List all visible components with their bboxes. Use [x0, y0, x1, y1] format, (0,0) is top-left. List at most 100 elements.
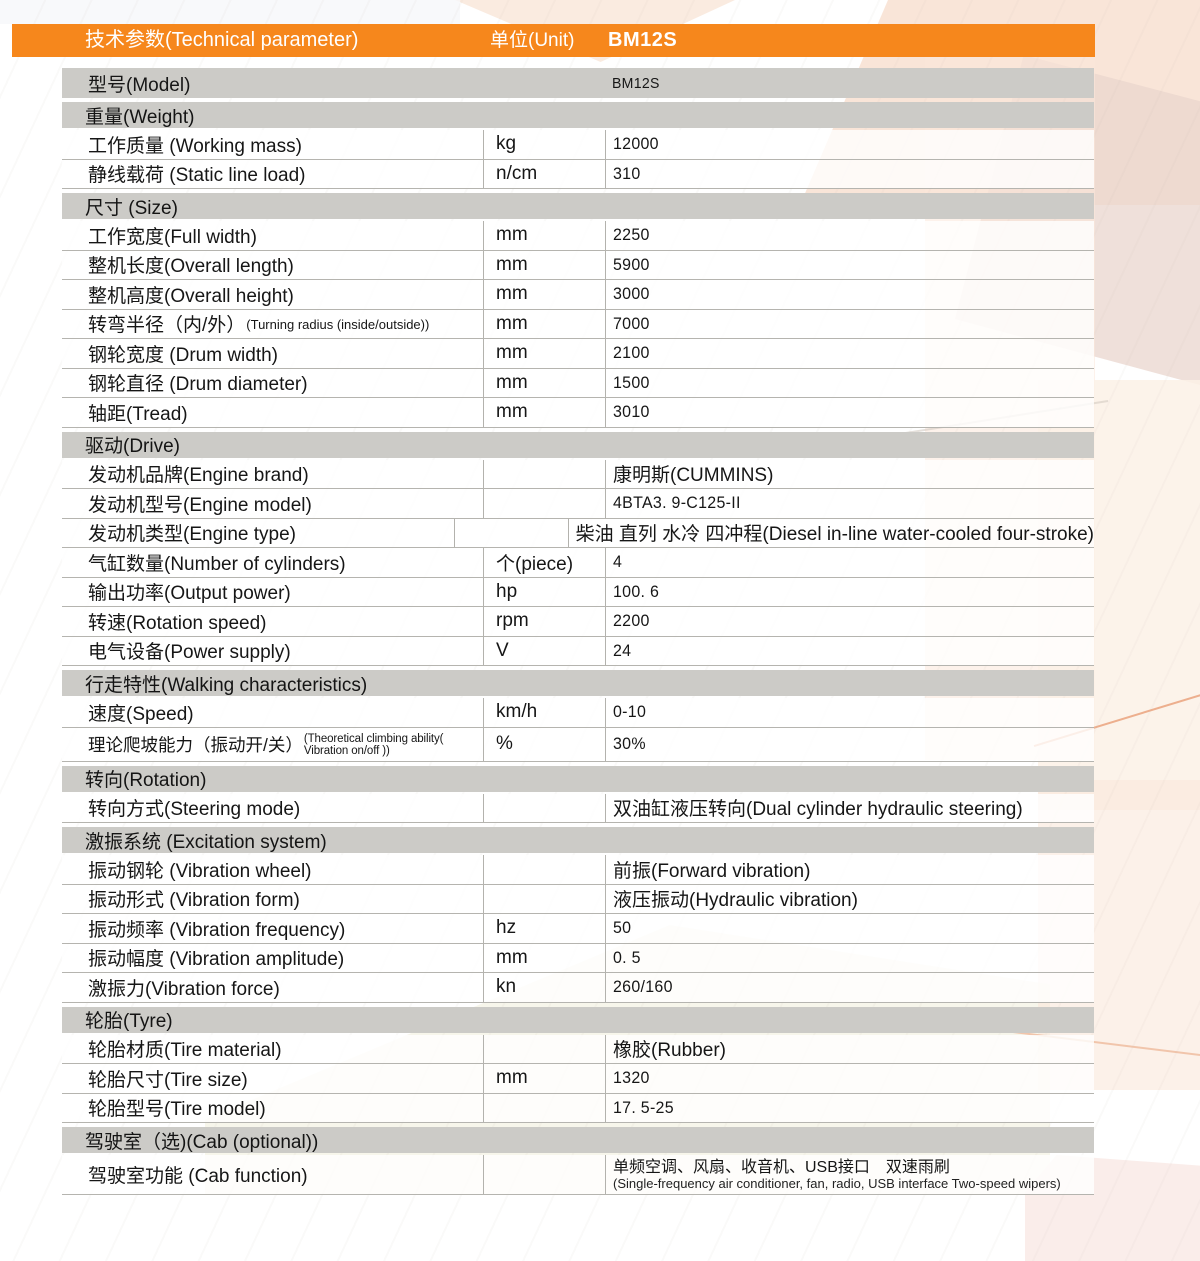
spec-value: 2100 — [613, 343, 650, 363]
spec-row: 钢轮直径 (Drum diameter) mm 1500 — [62, 368, 1094, 398]
spec-value-cell: 3010 — [605, 398, 1094, 427]
spec-row: 振动形式 (Vibration form) 液压振动(Hydraulic vibr… — [62, 884, 1094, 914]
spec-row: 输出功率(Output power) hp 100. 6 — [62, 577, 1094, 607]
spec-parameter-label: 振动形式 (Vibration form) — [88, 890, 300, 912]
spec-parameter-cell: 整机高度(Overall height) — [62, 280, 483, 309]
spec-parameter-label: 整机高度(Overall height) — [88, 285, 294, 307]
spec-value-cell: 双油缸液压转向(Dual cylinder hydraulic steering… — [605, 793, 1094, 822]
spec-row: 工作宽度(Full width) mm 2250 — [62, 221, 1094, 251]
spec-unit-cell: mm — [483, 1064, 605, 1093]
spec-value: 260/160 — [613, 977, 673, 997]
spec-parameter-label: 静线载荷 (Static line load) — [88, 165, 306, 187]
spec-value-cell: 液压振动(Hydraulic vibration) — [605, 884, 1094, 913]
spec-parameter-label: 气缸数量(Number of cylinders) — [88, 553, 346, 575]
spec-row: 发动机型号(Engine model) 4BTA3. 9-C125-II — [62, 489, 1094, 519]
spec-value: 3000 — [613, 284, 650, 304]
spec-unit-cell: 个(piece) — [483, 548, 605, 577]
spec-value: 3010 — [613, 402, 650, 422]
spec-value: 12000 — [613, 134, 659, 154]
spec-parameter-cell: 气缸数量(Number of cylinders) — [62, 548, 483, 577]
spec-unit-cell — [483, 489, 605, 518]
spec-unit-cell — [453, 518, 568, 547]
spec-section: 驾驶室（选)(Cab (optional)) 驾驶室功能 (Cab functio… — [62, 1127, 1094, 1195]
spec-value: 100. 6 — [613, 581, 660, 601]
spec-section: 激振系统 (Excitation system) 振动钢轮 (Vibration … — [62, 827, 1094, 1003]
spec-section: 驱动(Drive) 发动机品牌(Engine brand) 康明斯(CUMMINS)… — [62, 431, 1094, 666]
spec-parameter-cell: 发动机类型(Engine type) — [62, 519, 454, 548]
spec-parameter-label: 发动机类型(Engine type) — [88, 524, 297, 546]
spec-row: 电气设备(Power supply) V 24 — [62, 636, 1094, 666]
spec-parameter-cell: 振动幅度 (Vibration amplitude) — [62, 944, 483, 973]
spec-value-cell: 康明斯(CUMMINS) — [605, 459, 1094, 488]
spec-parameter-cell: 速度(Speed) — [62, 698, 483, 727]
spec-row: 整机长度(Overall length) mm 5900 — [62, 250, 1094, 280]
spec-value-cell: 柴油 直列 水冷 四冲程(Diesel in-line water-cooled… — [567, 518, 1094, 547]
spec-value: 液压振动(Hydraulic vibration) — [613, 890, 858, 912]
spec-parameter-cell: 整机长度(Overall length) — [62, 251, 483, 280]
spec-section: 尺寸 (Size) 工作宽度(Full width) mm 2250 整机长度(Over… — [62, 193, 1094, 428]
spec-unit-cell — [483, 459, 605, 488]
unit-column-label: 单位(Unit) — [490, 30, 575, 51]
spec-row: 气缸数量(Number of cylinders) 个(piece) 4 — [62, 548, 1094, 578]
spec-parameter-cell: 轮胎尺寸(Tire size) — [62, 1064, 483, 1093]
spec-value: 310 — [613, 163, 641, 183]
spec-value-cell: 7000 — [605, 309, 1094, 338]
spec-row: 理论爬坡能力（振动开/关） (Theoretical climbing abili… — [62, 727, 1094, 762]
spec-parameter-label: 振动幅度 (Vibration amplitude) — [88, 949, 345, 971]
spec-row: 振动钢轮 (Vibration wheel) 前振(Forward vibrati… — [62, 855, 1094, 885]
section-header: 轮胎(Tyre) — [62, 1006, 1094, 1033]
spec-unit-cell: hp — [483, 577, 605, 606]
spec-row: 型号(Model) BM12S — [62, 68, 1094, 98]
spec-value-cell: 260/160 — [605, 973, 1094, 1002]
spec-parameter-label: 速度(Speed) — [88, 703, 194, 725]
spec-parameter-label: 发动机品牌(Engine brand) — [88, 465, 309, 487]
spec-value: 24 — [613, 640, 632, 660]
spec-unit-cell — [483, 1034, 605, 1063]
spec-parameter-cell: 静线载荷 (Static line load) — [62, 160, 483, 189]
spec-value-cell: 24 — [605, 636, 1094, 665]
spec-value: BM12S — [612, 74, 660, 92]
spec-parameter-label: 轮胎材质(Tire material) — [88, 1040, 282, 1062]
section-header: 转向(Rotation) — [62, 765, 1094, 792]
spec-value: 0-10 — [613, 702, 647, 722]
spec-value: 4 — [613, 552, 623, 572]
spec-parameter-label: 电气设备(Power supply) — [88, 642, 291, 664]
spec-value-cell: 2100 — [605, 339, 1094, 368]
spec-parameter-label: 激振力(Vibration force) — [88, 978, 280, 1000]
spec-row: 振动幅度 (Vibration amplitude) mm 0. 5 — [62, 943, 1094, 973]
spec-value-cell: 17. 5-25 — [605, 1093, 1094, 1122]
spec-value: 1320 — [613, 1068, 650, 1088]
spec-unit-cell: kg — [483, 130, 605, 159]
model-code-label: BM12S — [608, 29, 678, 51]
spec-unit-cell: mm — [483, 339, 605, 368]
spec-parameter-label: 轮胎型号(Tire model) — [88, 1099, 266, 1121]
spec-value-cell: 0-10 — [605, 698, 1094, 727]
spec-value-cell: 1500 — [605, 368, 1094, 397]
spec-parameter-cell: 振动频率 (Vibration frequency) — [62, 914, 483, 943]
spec-row: 发动机品牌(Engine brand) 康明斯(CUMMINS) — [62, 459, 1094, 489]
spec-parameter-label: 转向方式(Steering mode) — [88, 799, 301, 821]
spec-row: 速度(Speed) km/h 0-10 — [62, 698, 1094, 728]
spec-value-cell: 2200 — [605, 607, 1094, 636]
spec-parameter-label: 振动频率 (Vibration frequency) — [88, 919, 346, 941]
spec-row: 整机高度(Overall height) mm 3000 — [62, 280, 1094, 310]
spec-parameter-label: 轴距(Tread) — [88, 403, 188, 425]
spec-row: 转向方式(Steering mode) 双油缸液压转向(Dual cylinder… — [62, 793, 1094, 823]
spec-value: 橡胶(Rubber) — [613, 1040, 726, 1062]
spec-section: 转向(Rotation) 转向方式(Steering mode) 双油缸液压转向(D… — [62, 765, 1094, 823]
spec-unit-cell — [483, 1155, 605, 1194]
section-header: 行走特性(Walking characteristics) — [62, 670, 1094, 696]
spec-parameter-label: 转速(Rotation speed) — [88, 612, 267, 634]
spec-value-cell: 5900 — [605, 250, 1094, 279]
spec-value-cell: 50 — [605, 914, 1094, 943]
spec-parameter-cell: 转弯半径（内/外） (Turning radius (inside/outside… — [62, 310, 483, 339]
spec-row: 发动机类型(Engine type) 柴油 直列 水冷 四冲程(Diesel in… — [62, 518, 1094, 548]
spec-row: 振动频率 (Vibration frequency) hz 50 — [62, 914, 1094, 944]
spec-value-cell: 前振(Forward vibration) — [605, 855, 1094, 884]
spec-unit-cell: mm — [483, 368, 605, 397]
spec-value: 30% — [613, 734, 646, 753]
spec-unit-cell: kn — [483, 973, 605, 1002]
spec-parameter-cell: 工作宽度(Full width) — [62, 221, 483, 250]
spec-parameter-label: 钢轮宽度 (Drum width) — [88, 344, 279, 366]
spec-value-cell: 310 — [605, 159, 1094, 188]
